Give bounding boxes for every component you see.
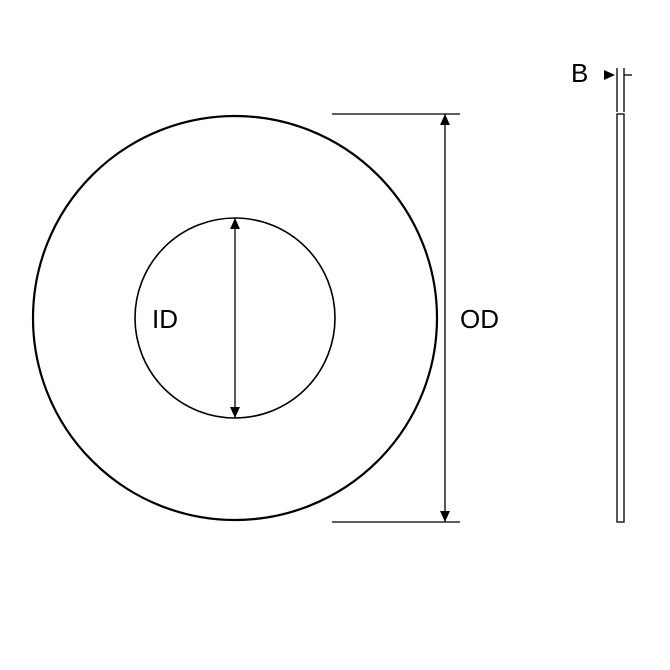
od-arrow-top: [440, 114, 450, 125]
dimension-id: ID: [152, 218, 240, 418]
b-label: B: [571, 58, 588, 88]
od-arrow-bottom: [440, 511, 450, 522]
side-view: [617, 114, 624, 522]
id-label: ID: [152, 304, 178, 334]
side-profile: [617, 114, 624, 522]
od-label: OD: [460, 304, 499, 334]
id-arrow-bottom: [230, 407, 240, 418]
dimension-b: B: [571, 58, 632, 112]
dimension-od: OD: [332, 114, 499, 522]
b-arrow-right: [604, 70, 615, 80]
id-arrow-top: [230, 218, 240, 229]
washer-diagram: ID OD B: [0, 0, 670, 670]
